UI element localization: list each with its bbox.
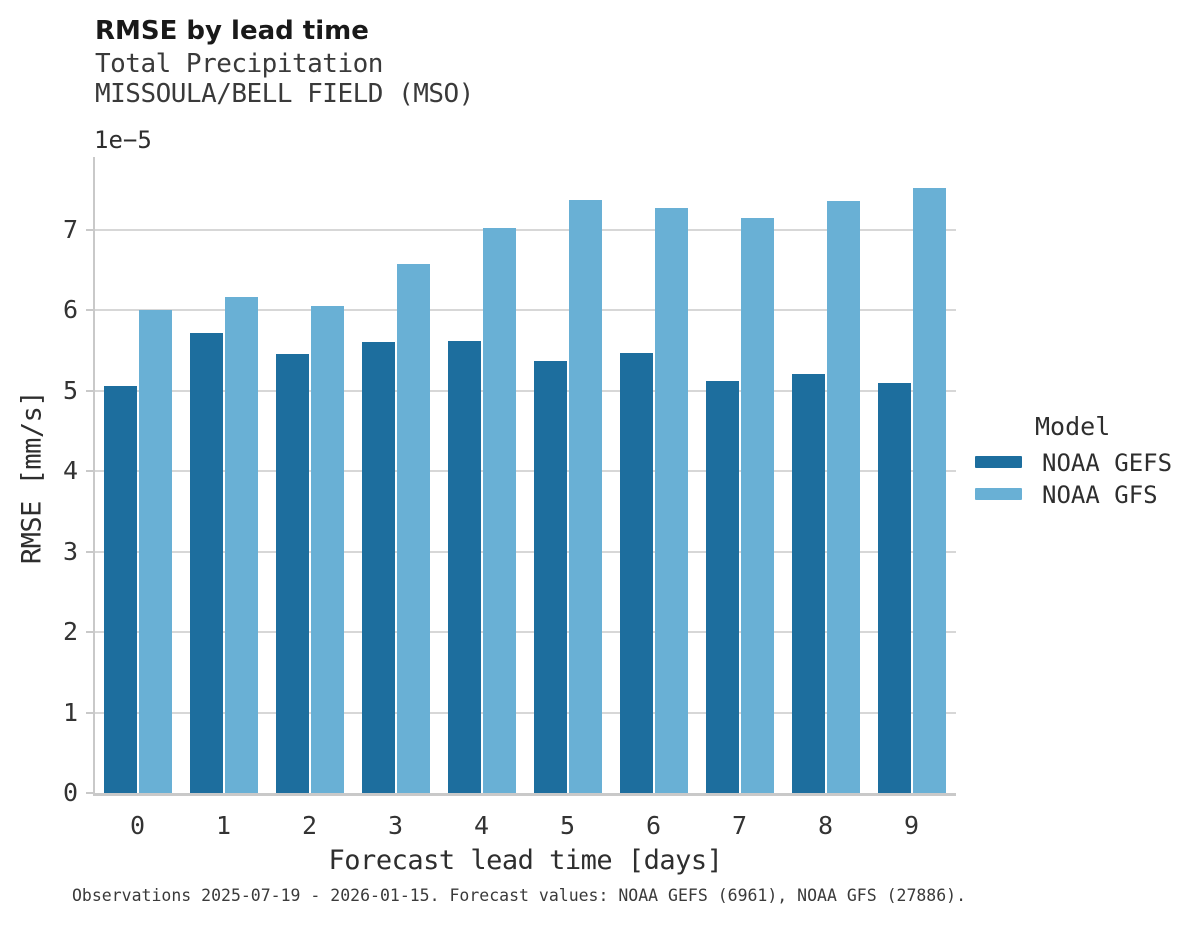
grid-line-y6 (95, 309, 956, 311)
legend-swatch-noaa-gfs (975, 488, 1022, 500)
y-axis-spine (93, 157, 95, 796)
y-tick-mark-7 (86, 228, 93, 231)
x-tick-label-2: 2 (301, 811, 318, 840)
x-tick-label-6: 6 (645, 811, 662, 840)
x-tick-label-7: 7 (731, 811, 748, 840)
bar-noaa-gfs-day-2 (311, 305, 344, 793)
chart-title: RMSE by lead time (95, 16, 369, 46)
y-tick-mark-4 (86, 470, 93, 472)
y-tick-mark-3 (86, 550, 93, 553)
bar-noaa-gefs-day-7 (705, 380, 739, 793)
chart-subtitle-station: MISSOULA/BELL FIELD (MSO) (95, 79, 474, 109)
bar-noaa-gfs-day-0 (139, 310, 172, 793)
grid-line-y5 (95, 389, 956, 392)
grid-line-y2 (95, 631, 956, 633)
legend-swatch-noaa-gefs (975, 456, 1022, 468)
bar-noaa-gfs-day-3 (397, 264, 430, 793)
y-tick-label-4: 4 (62, 456, 78, 485)
grid-line-y3 (95, 550, 956, 553)
x-tick-label-1: 1 (215, 811, 232, 840)
bar-noaa-gfs-day-4 (483, 227, 516, 793)
bar-noaa-gefs-day-5 (533, 360, 567, 793)
bar-noaa-gfs-day-6 (655, 207, 688, 793)
y-tick-mark-5 (86, 389, 93, 392)
bar-noaa-gefs-day-2 (275, 354, 309, 793)
x-axis-title: Forecast lead time [days] (328, 845, 723, 876)
y-axis-offset-label: 1e−5 (94, 126, 152, 154)
bar-noaa-gefs-day-8 (791, 374, 825, 793)
plot-area (95, 157, 956, 793)
y-tick-mark-2 (86, 631, 93, 633)
x-tick-label-8: 8 (817, 811, 834, 840)
y-tick-label-1: 1 (62, 697, 78, 727)
y-tick-label-3: 3 (62, 536, 78, 566)
x-axis-spine (93, 793, 956, 796)
grid-line-y7 (95, 228, 956, 231)
legend-label-noaa-gefs: NOAA GEFS (1042, 449, 1173, 477)
y-tick-mark-1 (86, 711, 93, 714)
x-tick-label-4: 4 (473, 811, 490, 840)
chart-subtitle-variable: Total Precipitation (95, 49, 383, 79)
x-tick-label-0: 0 (129, 811, 146, 840)
caption: Observations 2025-07-19 - 2026-01-15. Fo… (72, 886, 967, 905)
y-tick-label-7: 7 (62, 214, 78, 244)
bar-noaa-gfs-day-5 (569, 199, 602, 793)
x-tick-label-3: 3 (387, 811, 404, 840)
bar-noaa-gefs-day-1 (189, 332, 223, 793)
bar-noaa-gefs-day-3 (361, 342, 395, 793)
bar-noaa-gefs-day-9 (877, 383, 911, 793)
bar-noaa-gfs-day-8 (827, 201, 860, 793)
grid-line-y4 (95, 470, 956, 472)
legend-label-noaa-gfs: NOAA GFS (1042, 481, 1158, 509)
bar-noaa-gfs-day-7 (741, 218, 774, 793)
y-tick-mark-0 (86, 792, 93, 794)
y-tick-label-5: 5 (62, 375, 78, 405)
bar-noaa-gefs-day-4 (447, 341, 481, 793)
y-tick-label-6: 6 (62, 295, 78, 324)
grid-line-y1 (95, 711, 956, 714)
x-tick-label-9: 9 (903, 811, 920, 840)
bar-noaa-gfs-day-1 (225, 297, 258, 793)
bar-noaa-gefs-day-0 (103, 386, 137, 793)
bar-noaa-gefs-day-6 (619, 353, 653, 793)
y-tick-label-0: 0 (62, 778, 78, 807)
legend-title: Model (1035, 412, 1111, 441)
bar-noaa-gfs-day-9 (913, 188, 946, 793)
x-tick-label-5: 5 (559, 811, 576, 840)
y-tick-mark-6 (86, 309, 93, 311)
y-tick-label-2: 2 (62, 617, 78, 646)
